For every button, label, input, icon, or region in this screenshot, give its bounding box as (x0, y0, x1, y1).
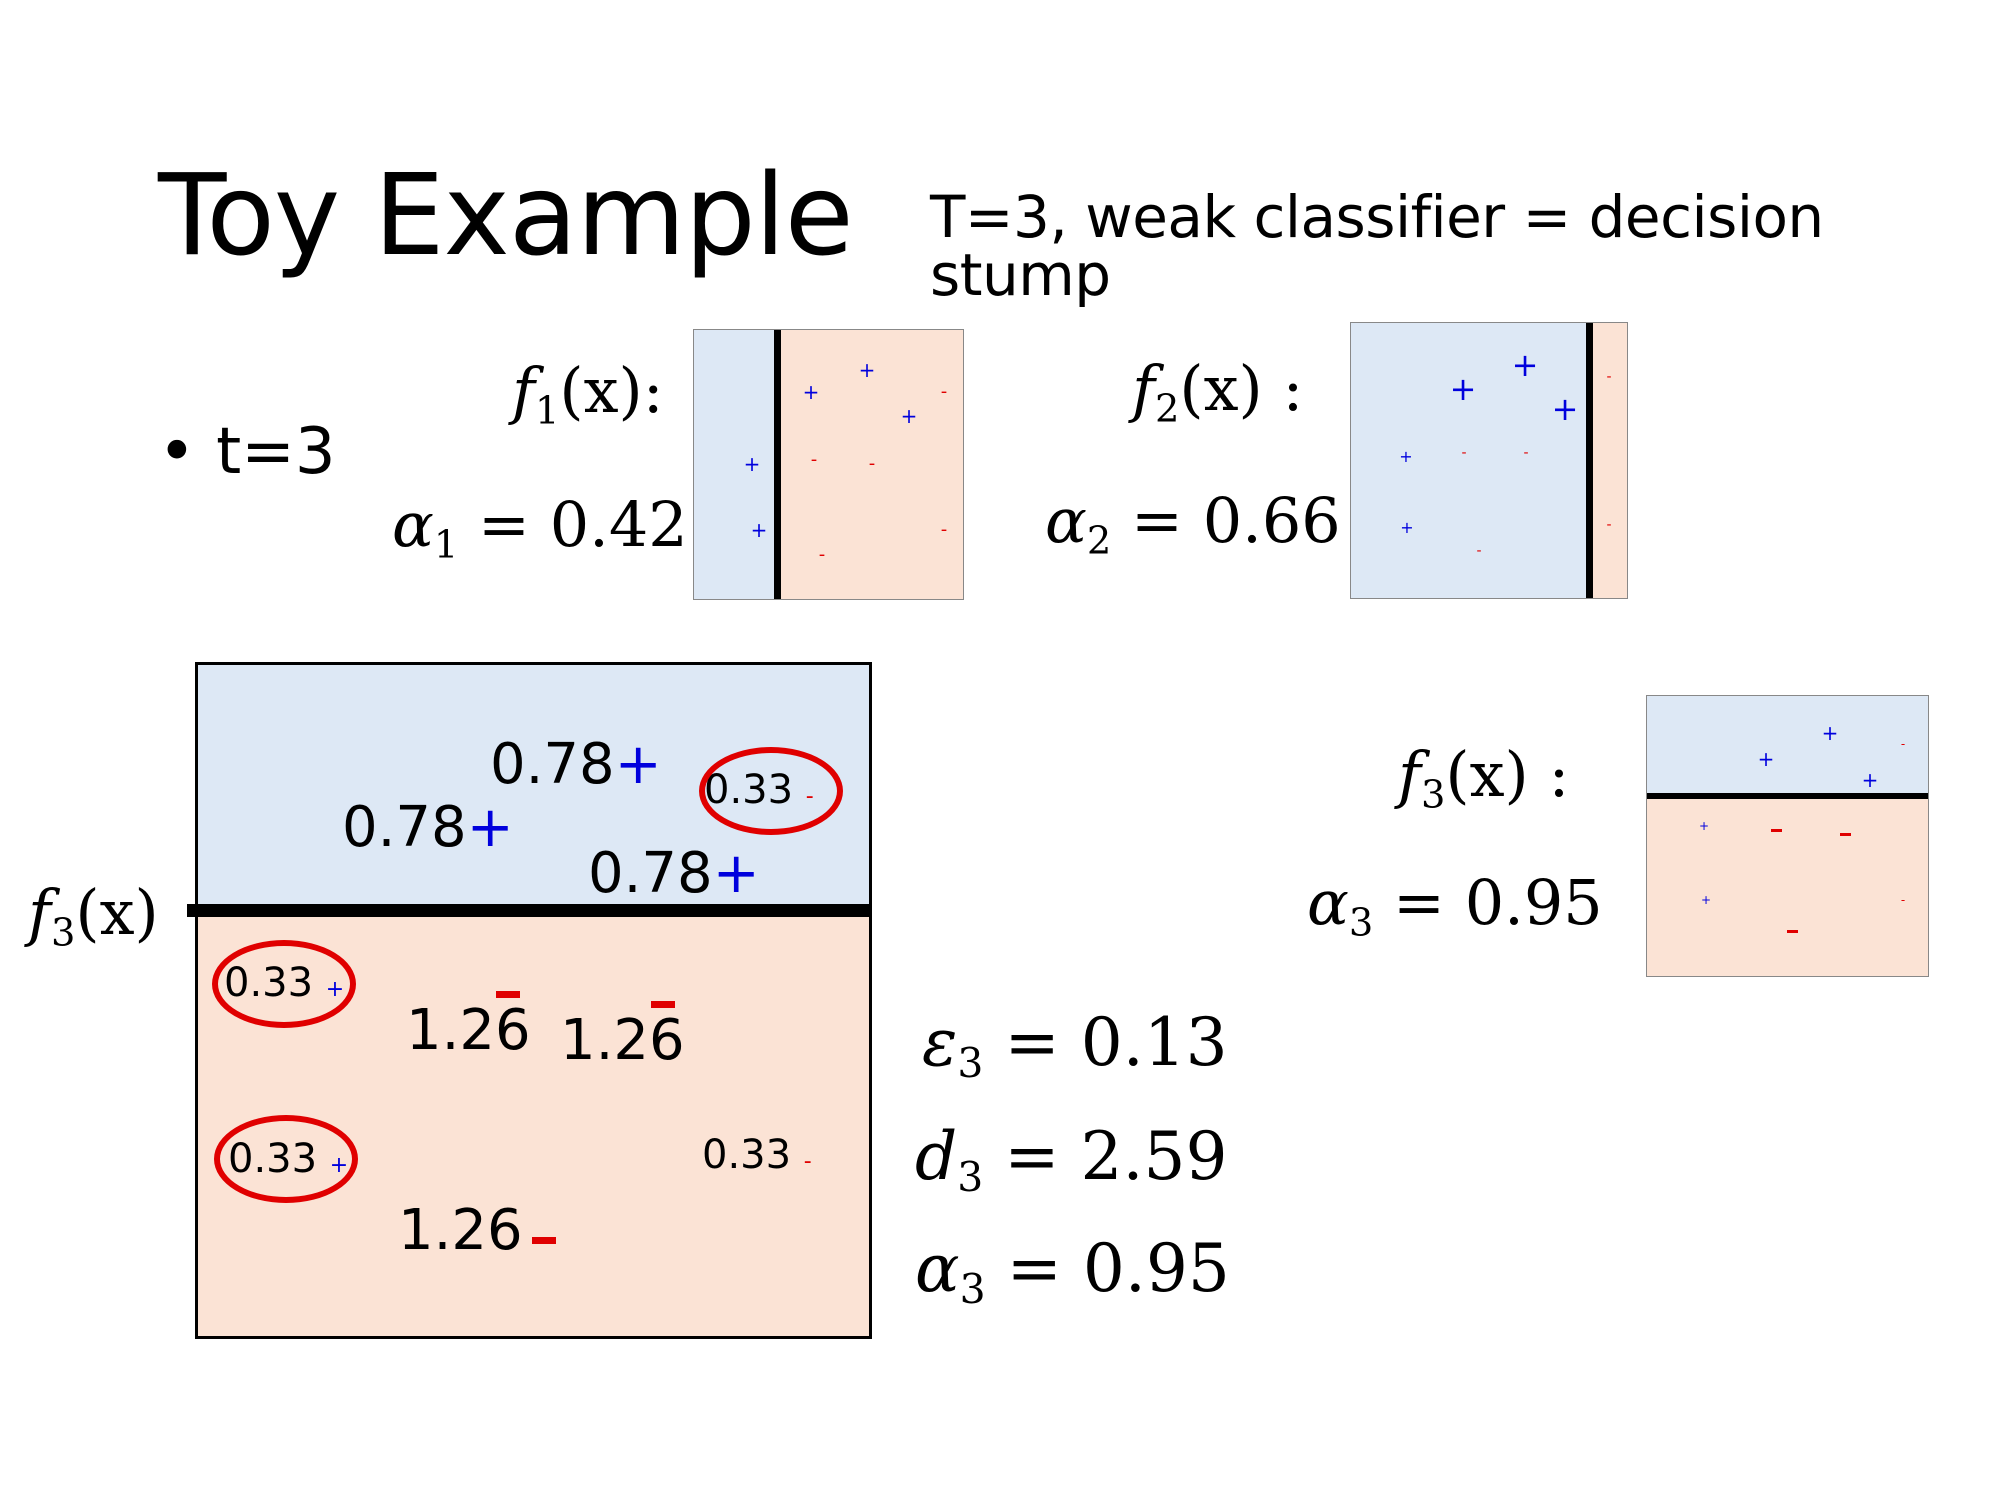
f2-positive-region (1351, 323, 1589, 598)
minus-point: - (940, 381, 948, 402)
plus-point: + (743, 452, 761, 476)
f3-small-positive-region (1647, 696, 1928, 796)
f3-stump-line (187, 904, 872, 917)
plus-point: + (1511, 346, 1539, 384)
weight-label: 1.26 (406, 998, 531, 1063)
plus-point: + (1698, 819, 1710, 833)
slide-subtitle: T=3, weak classifier = decision stump (930, 183, 1824, 309)
iteration-bullet: • t=3 (158, 415, 336, 489)
f3-panel: + + + + + - - (1646, 695, 1929, 977)
f3-small-negative-region (1647, 796, 1928, 976)
plus-point: + (466, 795, 514, 860)
misclassified-ring (699, 747, 843, 835)
f1-label: f1(x): (512, 354, 664, 434)
minus-point: - (810, 449, 818, 470)
weight-label: 0.33 - (702, 1132, 812, 1178)
f2-panel: + + + + + - - - - - (1350, 322, 1628, 599)
f3-weighted-panel: 0.78+ 0.78+ 0.78+ 0.33 - 0.33 + 0.33 + 0… (195, 662, 872, 1339)
misclassified-ring (212, 940, 356, 1028)
iteration-label: t=3 (216, 415, 336, 489)
plus-point: + (1551, 390, 1579, 428)
misclassified-ring (214, 1115, 358, 1203)
f2-label: f2(x) : (1132, 352, 1304, 432)
weight-label: 0.78+ (490, 732, 662, 797)
f2-negative-region (1589, 323, 1627, 598)
plus-point: + (858, 358, 876, 382)
f1-panel: + + + + + - - - - - (693, 329, 964, 600)
minus-point: - (803, 1149, 812, 1174)
alpha-result: α3 = 0.95 (915, 1230, 1230, 1314)
plus-point: + (1400, 518, 1414, 537)
minus-point (496, 991, 520, 998)
plus-point: + (712, 841, 760, 906)
minus-point: - (1606, 517, 1612, 533)
minus-point: - (868, 453, 876, 474)
minus-point: - (818, 544, 826, 565)
plus-point: + (1821, 721, 1839, 745)
minus-point (532, 1237, 556, 1244)
f3-small-stump-line (1647, 793, 1928, 799)
plus-point: + (1449, 370, 1477, 408)
f3-stump-label: f3(x) (28, 876, 159, 956)
plus-point: + (1399, 447, 1413, 466)
minus-point: - (1606, 369, 1612, 385)
minus-point: - (940, 519, 948, 540)
d-result: d3 = 2.59 (915, 1118, 1228, 1202)
plus-point: + (1700, 893, 1712, 907)
alpha3-label: α3 = 0.95 (1307, 866, 1603, 946)
weight-label: 0.78+ (588, 841, 760, 906)
plus-point: + (750, 518, 768, 542)
alpha1-label: α1 = 0.42 (392, 488, 688, 568)
minus-point (1840, 833, 1851, 836)
minus-point: - (1461, 445, 1467, 461)
minus-point (1787, 930, 1798, 933)
f1-positive-region (694, 330, 779, 599)
minus-point (1771, 829, 1782, 832)
minus-point: - (1900, 737, 1906, 751)
minus-point (651, 1001, 675, 1008)
f3-label: f3(x) : (1398, 738, 1570, 818)
minus-point: - (1476, 543, 1482, 559)
weight-label: 0.78+ (342, 795, 514, 860)
plus-point: + (1757, 747, 1775, 771)
minus-point: - (1523, 445, 1529, 461)
weight-label: 1.26 (560, 1008, 685, 1073)
f1-negative-region (779, 330, 963, 599)
plus-point: + (1861, 768, 1879, 792)
slide-title: Toy Example (158, 151, 854, 281)
weight-label: 1.26 (398, 1198, 523, 1263)
plus-point: + (900, 404, 918, 428)
epsilon-result: ε3 = 0.13 (922, 1004, 1228, 1088)
minus-point: - (1900, 893, 1906, 907)
alpha2-label: α2 = 0.66 (1045, 484, 1341, 564)
f2-stump-line (1586, 323, 1593, 598)
f1-stump-line (774, 330, 781, 599)
plus-point: + (614, 732, 662, 797)
plus-point: + (802, 380, 820, 404)
